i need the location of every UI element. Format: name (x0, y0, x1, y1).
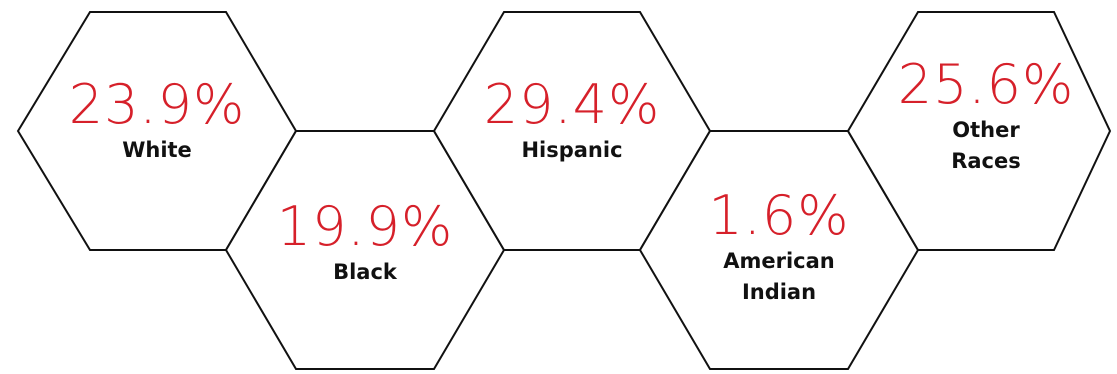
stat-black: 19.9% Black (255, 197, 475, 288)
group-label: Other Races (951, 118, 1021, 173)
hexagon-other-races (846, 11, 1112, 251)
percentage-value: 1.6% (708, 184, 850, 247)
percentage-value: 23.9% (68, 73, 246, 136)
group-label: Hispanic (521, 138, 623, 162)
group-label: Black (333, 260, 397, 284)
stat-other-races: 25.6% Other Races (876, 55, 1096, 177)
stat-american-indian: 1.6% American Indian (669, 186, 889, 308)
stat-white: 23.9% White (47, 75, 267, 166)
percentage-value: 25.6% (897, 53, 1075, 116)
group-label: American Indian (723, 249, 835, 304)
percentage-value: 19.9% (276, 195, 454, 258)
group-label: White (122, 138, 192, 162)
percentage-value: 29.4% (483, 73, 661, 136)
stat-hispanic: 29.4% Hispanic (462, 75, 682, 166)
